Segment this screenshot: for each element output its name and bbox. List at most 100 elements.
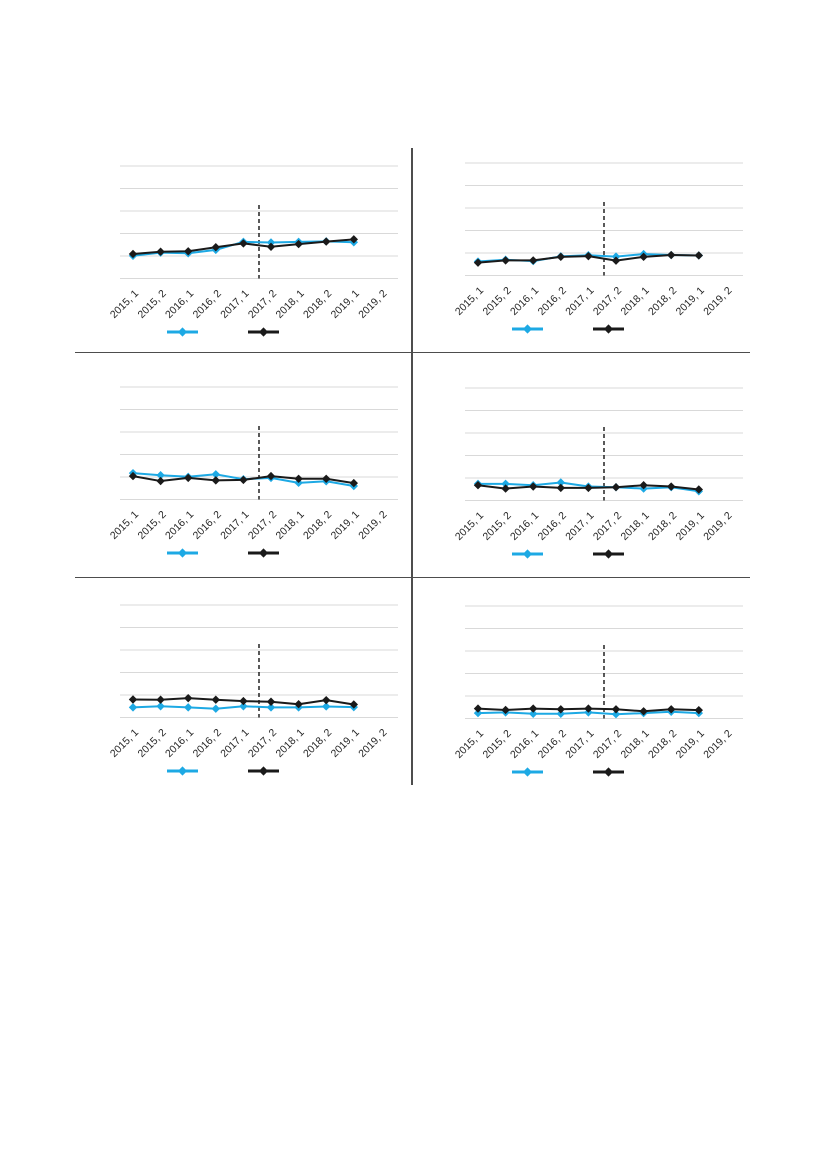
x-tick-label: 2016, 2 (536, 285, 569, 318)
x-tick-label: 2015, 2 (135, 509, 168, 542)
series-black-marker (473, 258, 483, 267)
legend-series-cyan-marker (177, 548, 188, 558)
series-black-marker (529, 256, 538, 265)
x-tick-label: 2019, 1 (329, 288, 362, 321)
series-black-marker (294, 239, 303, 249)
series-black-marker (266, 471, 276, 481)
series-black-marker (556, 483, 565, 493)
x-tick-label: 2017, 1 (563, 285, 596, 318)
x-tick-label: 2018, 1 (273, 727, 306, 760)
x-tick-label: 2015, 2 (480, 728, 513, 761)
chart-panel-bottom-right: 2015, 1 2015, 2 2016, 1 2016, 2 2017, 1 2017,… (412, 585, 749, 790)
x-tick-label: 2018, 2 (646, 285, 679, 318)
x-tick-label: 2019, 1 (674, 285, 707, 318)
legend-series-black-marker (603, 324, 614, 334)
series-black-marker (156, 476, 165, 486)
row-divider-line-1 (75, 351, 750, 354)
x-tick-label: 2016, 2 (191, 727, 224, 760)
series-cyan-marker (501, 479, 510, 489)
x-tick-label: 2018, 1 (618, 285, 651, 318)
x-tick-label: 2015, 2 (480, 510, 513, 543)
series-cyan-marker (184, 703, 193, 712)
x-tick-label: 2017, 1 (563, 728, 596, 761)
x-tick-label: 2018, 1 (273, 288, 306, 321)
x-tick-label: 2019, 2 (701, 510, 734, 543)
series-black-marker (529, 482, 538, 491)
x-tick-label: 2017, 1 (218, 509, 251, 542)
legend-series-cyan-marker (522, 324, 533, 334)
x-tick-label: 2017, 1 (563, 510, 596, 543)
series-black-marker (349, 478, 358, 488)
legend-series-black-marker (258, 327, 269, 337)
series-cyan-marker (211, 470, 220, 479)
x-tick-label: 2018, 2 (301, 727, 334, 760)
series-cyan-marker (156, 702, 165, 711)
x-tick-label: 2016, 1 (163, 509, 196, 542)
series-black-marker (473, 704, 483, 713)
series-black-marker (266, 242, 276, 251)
chart-panel-top-left: 2015, 1 2015, 2 2016, 1 2016, 2 2017, 1 2017,… (75, 145, 412, 350)
x-tick-label: 2019, 1 (674, 510, 707, 543)
x-tick-label: 2018, 1 (273, 509, 306, 542)
row-divider-line-2 (75, 576, 750, 579)
series-black-marker (239, 696, 248, 706)
series-black-marker (529, 704, 538, 713)
x-tick-label: 2017, 2 (591, 510, 624, 543)
x-tick-label: 2016, 2 (536, 728, 569, 761)
x-tick-label: 2016, 2 (536, 510, 569, 543)
chart-panel-top-right: 2015, 1 2015, 2 2016, 1 2016, 2 2017, 1 2017,… (412, 142, 749, 347)
series-cyan-marker (128, 703, 138, 712)
x-tick-label: 2015, 1 (108, 509, 141, 542)
series-cyan-marker (266, 703, 276, 712)
x-tick-label: 2017, 2 (591, 728, 624, 761)
chart-panel-middle-left: 2015, 1 2015, 2 2016, 1 2016, 2 2017, 1 2017,… (75, 366, 412, 571)
legend-series-cyan-marker (177, 327, 188, 337)
x-tick-label: 2016, 1 (508, 285, 541, 318)
series-black-marker (556, 705, 565, 714)
x-tick-label: 2015, 1 (453, 510, 486, 543)
series-cyan-marker (239, 702, 248, 711)
x-tick-label: 2016, 1 (163, 288, 196, 321)
x-tick-label: 2017, 1 (218, 727, 251, 760)
series-black-marker (501, 256, 510, 265)
x-tick-label: 2019, 1 (674, 728, 707, 761)
series-black-marker (239, 239, 248, 248)
x-tick-label: 2019, 2 (701, 285, 734, 318)
x-tick-label: 2017, 2 (246, 509, 279, 542)
series-black-marker (639, 481, 648, 490)
series-black-marker (501, 484, 510, 493)
x-tick-label: 2015, 1 (453, 285, 486, 318)
x-tick-label: 2018, 2 (301, 288, 334, 321)
x-tick-label: 2017, 2 (246, 288, 279, 321)
x-tick-label: 2016, 2 (191, 288, 224, 321)
series-black-marker (667, 482, 676, 491)
x-tick-label: 2017, 1 (218, 288, 251, 321)
series-black-marker (294, 474, 303, 483)
series-black-marker (128, 249, 138, 259)
legend-series-black-marker (603, 549, 614, 559)
series-black-marker (611, 483, 621, 492)
series-cyan-marker (156, 471, 165, 480)
series-black-marker (128, 695, 138, 704)
x-tick-label: 2015, 2 (135, 288, 168, 321)
x-tick-label: 2019, 2 (356, 509, 389, 542)
series-black-marker (611, 256, 621, 265)
series-black-marker (639, 252, 648, 262)
chart-panel-bottom-left: 2015, 1 2015, 2 2016, 1 2016, 2 2017, 1 2017,… (75, 584, 412, 789)
x-tick-label: 2015, 1 (453, 728, 486, 761)
x-tick-label: 2019, 1 (329, 509, 362, 542)
x-tick-label: 2016, 1 (163, 727, 196, 760)
series-cyan-marker (611, 710, 621, 719)
x-tick-label: 2015, 1 (108, 727, 141, 760)
series-black-marker (667, 250, 676, 260)
series-black-marker (556, 252, 565, 262)
series-black-marker (211, 695, 220, 704)
x-tick-label: 2017, 2 (591, 285, 624, 318)
series-black-marker (611, 705, 621, 714)
series-black-marker (239, 475, 248, 485)
